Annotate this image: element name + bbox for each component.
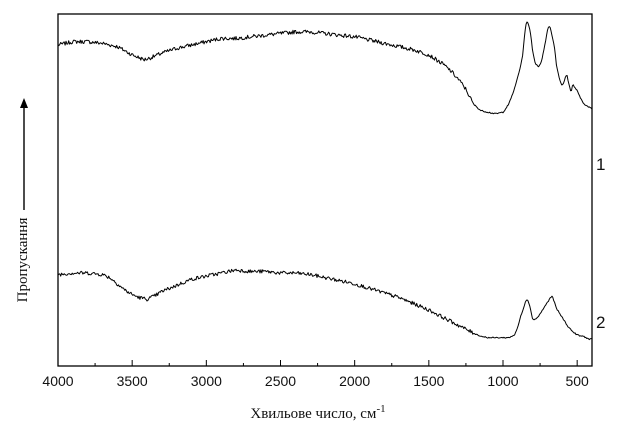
x-tick-label: 3000 (191, 373, 222, 389)
series-1-line (57, 21, 593, 115)
x-tick-label: 2000 (339, 373, 370, 389)
x-tick-label: 2500 (265, 373, 296, 389)
x-axis-title: Хвильове число, см-1 (250, 403, 385, 422)
x-axis-ticks: 4000 3500 3000 2500 2000 1500 1000 500 (42, 360, 589, 389)
y-axis-title: Пропускання (15, 218, 31, 303)
x-tick-label: 1500 (413, 373, 444, 389)
x-tick-label: 3500 (117, 373, 148, 389)
x-axis-title-text: Хвильове число, см (250, 406, 377, 422)
x-axis-title-superscript: -1 (376, 403, 385, 415)
y-axis-title-group: Пропускання (15, 98, 31, 302)
y-axis-arrow-head (20, 98, 28, 108)
plot-frame (57, 13, 593, 367)
series-labels: 12 (596, 155, 605, 332)
series-1-label: 1 (596, 155, 605, 174)
series-2-label: 2 (596, 313, 605, 332)
x-tick-label: 1000 (487, 373, 518, 389)
series-2-line (57, 268, 592, 341)
x-tick-label: 4000 (42, 373, 73, 389)
x-tick-label: 500 (565, 373, 589, 389)
series-lines (57, 21, 593, 341)
